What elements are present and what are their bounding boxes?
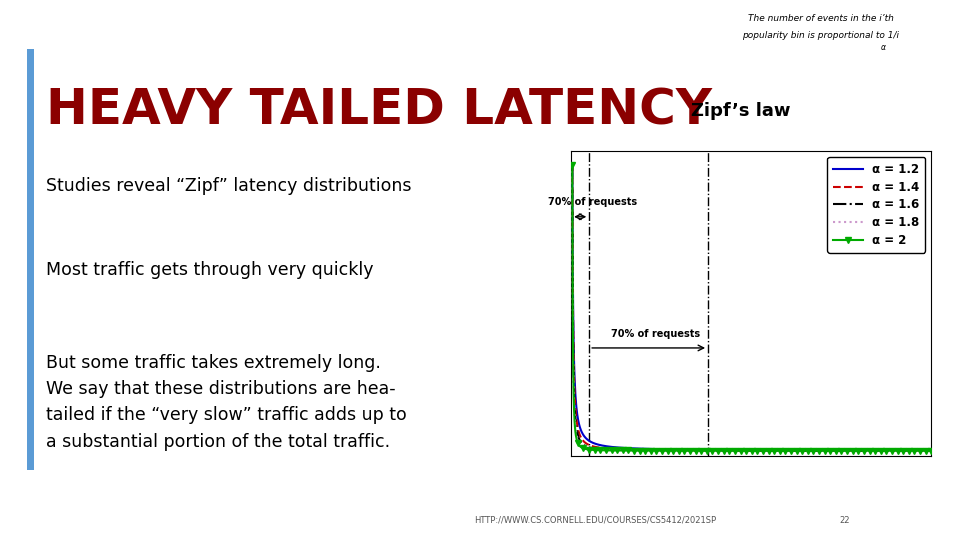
Text: The number of events in the i’th: The number of events in the i’th <box>748 15 894 23</box>
Text: HEAVY TAILED LATENCY: HEAVY TAILED LATENCY <box>46 87 712 134</box>
Text: Zipf’s law: Zipf’s law <box>691 102 791 120</box>
Legend: α = 1.2, α = 1.4, α = 1.6, α = 1.8, α = 2: α = 1.2, α = 1.4, α = 1.6, α = 1.8, α = … <box>828 157 925 253</box>
Text: 70% of requests: 70% of requests <box>612 328 701 339</box>
Text: 70% of requests: 70% of requests <box>548 198 637 207</box>
Text: popularity bin is proportional to 1/i: popularity bin is proportional to 1/i <box>742 31 900 39</box>
Text: Most traffic gets through very quickly: Most traffic gets through very quickly <box>46 261 373 279</box>
Text: α: α <box>881 43 886 52</box>
Bar <box>27 49 34 470</box>
Text: But some traffic takes extremely long.
We say that these distributions are hea‑
: But some traffic takes extremely long. W… <box>46 354 407 451</box>
Text: Studies reveal “Zipf” latency distributions: Studies reveal “Zipf” latency distributi… <box>46 177 412 195</box>
Text: HTTP://WWW.CS.CORNELL.EDU/COURSES/CS5412/2021SP: HTTP://WWW.CS.CORNELL.EDU/COURSES/CS5412… <box>474 516 716 525</box>
Text: 22: 22 <box>840 516 850 525</box>
